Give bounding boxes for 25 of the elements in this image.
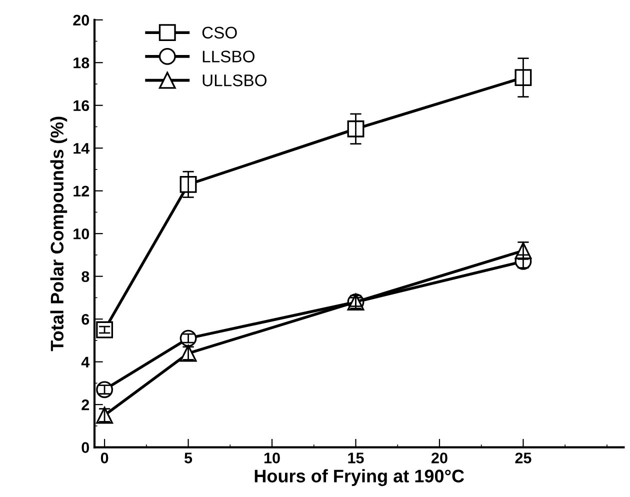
x-axis-title: Hours of Frying at 190°C: [254, 469, 464, 486]
legend-label: ULLSBO: [202, 74, 267, 86]
legend-label: LLSBO: [202, 50, 254, 62]
y-tick-label: 14: [74, 143, 90, 154]
x-tick-label: 5: [184, 452, 192, 464]
y-tick-label: 2: [82, 399, 90, 410]
point: [180, 176, 197, 193]
x-tick-label: 10: [264, 452, 280, 464]
y-tick-label: 0: [82, 442, 90, 453]
y-tick-label: 8: [82, 271, 90, 282]
x-tick-label: 25: [515, 452, 532, 464]
y-tick-label: 10: [74, 228, 90, 240]
y-tick-label: 12: [74, 186, 90, 196]
x-tick-label: 15: [348, 452, 364, 464]
x-tick-label: 0: [100, 452, 108, 464]
y-tick-label: 6: [82, 314, 90, 325]
y-tick-label: 4: [81, 356, 90, 368]
y-tick-label: 18: [74, 57, 90, 68]
point: [347, 120, 364, 138]
legend-label: CSO: [202, 26, 237, 39]
point: [514, 69, 532, 86]
x-tick-label: 20: [432, 452, 448, 464]
y-axis-title: Total Polar Compounds (%): [50, 116, 68, 352]
y-tick-label: 20: [73, 14, 90, 26]
y-tick-label: 16: [74, 100, 90, 112]
